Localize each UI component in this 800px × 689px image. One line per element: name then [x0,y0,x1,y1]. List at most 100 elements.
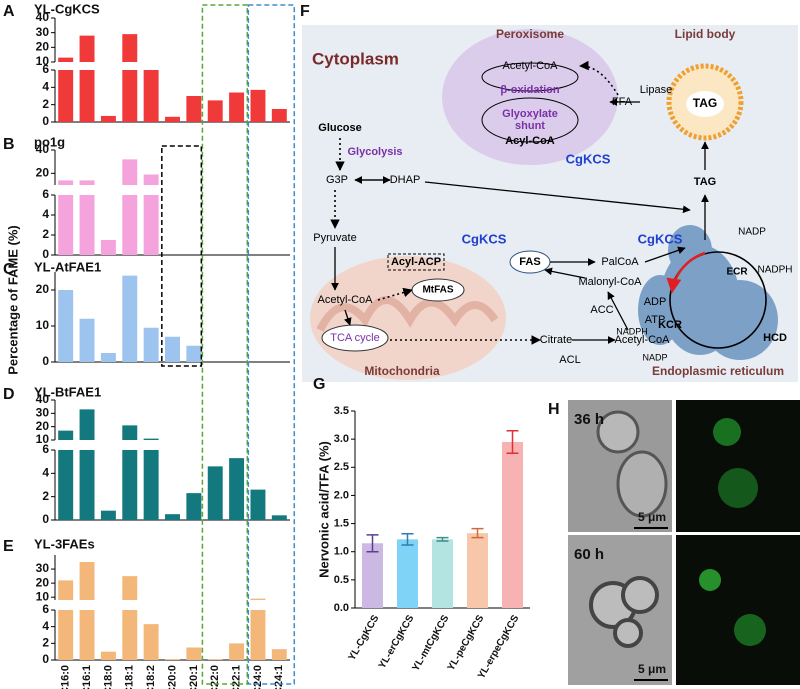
bar [122,576,138,660]
gfp [718,468,758,508]
diagram-label: Citrate [540,334,572,346]
panel-letter: C [3,261,15,278]
diagram-label: shunt [515,120,545,132]
bar [79,318,95,362]
fluorescence [676,400,800,532]
diagram-label: G3P [326,174,348,186]
y-tick-label: 1.5 [334,517,349,529]
bar [207,659,223,660]
panel-title: YL-3FAEs [34,536,95,551]
bar [143,327,159,362]
diagram-label: NADP [642,352,667,362]
cycle [481,97,579,143]
arrow [579,60,619,96]
tag-core [686,91,724,117]
diagram-label: ADP [644,296,667,308]
peroxisome [442,29,618,165]
diagram-label: FFA [612,96,633,108]
bar [79,35,95,122]
bar [79,409,95,520]
panel-letter: A [3,3,15,20]
bar [165,336,180,362]
acyl-acp-box [387,253,445,271]
error-bar [401,532,414,546]
panel-letter: F [300,3,310,20]
time-label: 36 h [574,411,604,428]
diagram-label: Cytoplasm [312,49,399,68]
micrographs: H 36 h 60 h 5 μm 5 μm [548,400,800,685]
y-tick-label: 1.0 [334,546,349,558]
diagram-label: Acetyl-CoA [614,334,670,346]
bar [122,34,138,123]
arrow [424,181,691,214]
y-tick-label: 0.0 [334,602,349,614]
y-tick-label: 20 [36,166,50,180]
bar [229,92,245,122]
y-tick-label: 3.0 [334,433,349,445]
x-tick-label: C22:1 [230,665,242,689]
y-tick-label: 40 [36,142,50,156]
x-tick-label: C18:0 [102,665,114,689]
diagram-label: ECR [726,267,748,278]
arrow [377,287,413,301]
x-tick-label: C18:1 [124,665,136,689]
diagram-label: Mitochondria [364,364,440,378]
diagram-label: ACL [559,354,580,366]
x-tick-label: C18:2 [145,665,157,689]
bar [58,180,74,255]
y-tick-label: 2.5 [334,461,349,473]
x-tick-label: YL-mtCgKCS [410,613,451,673]
diagram-label: HCD [763,332,787,344]
y-tick-label: 20 [36,419,50,433]
x-tick-label: YL-CgKCS [347,613,382,663]
bar [122,159,138,255]
time-label: 60 h [574,546,604,563]
y-tick-label: 0.5 [334,574,349,586]
highlight-box [247,4,296,685]
y-tick-label: 0 [42,652,49,666]
bar [143,174,159,255]
x-tick-label: C16:0 [60,665,72,689]
y-tick-label: 10 [36,432,50,446]
diagram-label: Acyl-ACP [391,256,441,268]
panel-title: po1g [34,134,65,149]
y-tick-label: 30 [36,406,50,420]
pathway-diagram: F [300,3,798,382]
diagram-label: KCR [658,319,682,331]
panel-title: YL-AtFAE1 [34,259,101,274]
diagram-label: NADPH [616,326,648,336]
diagram-label: TAG [694,176,716,188]
y-tick-label: 20 [36,282,50,296]
bar [271,109,287,122]
bar [229,458,245,520]
error-bar [366,534,379,553]
bar [207,466,223,520]
bar [58,290,74,362]
panel-letter: G [313,376,325,393]
bar [186,493,202,520]
diagram-label: Lipid body [675,27,736,41]
y-tick-label: 2.0 [334,489,349,501]
y-tick-label: 20 [36,575,50,589]
bar [165,116,180,122]
y-tick-label: 4 [42,619,49,633]
y-axis-label: Nervonic acid/TFA (%) [316,441,331,578]
bar [229,643,245,660]
panel-letter: H [548,401,560,418]
cell [596,410,640,454]
arrow [644,246,686,263]
bar [100,240,116,255]
diagram-label: NADPH [757,265,792,276]
diagram-label: CgKCS [462,231,507,246]
y-tick-label: 4 [42,466,49,480]
y-tick-label: 40 [36,392,50,406]
x-tick-label: C24:1 [273,665,285,689]
scale-label: 5 μm [638,510,666,524]
arrow [544,267,586,279]
diagram-label: Peroxisome [496,27,564,41]
bar [186,647,202,660]
diagram-label: Glucose [318,122,361,134]
y-tick-label: 6 [42,62,49,76]
diagram-label: Acetyl-CoA [317,294,373,306]
